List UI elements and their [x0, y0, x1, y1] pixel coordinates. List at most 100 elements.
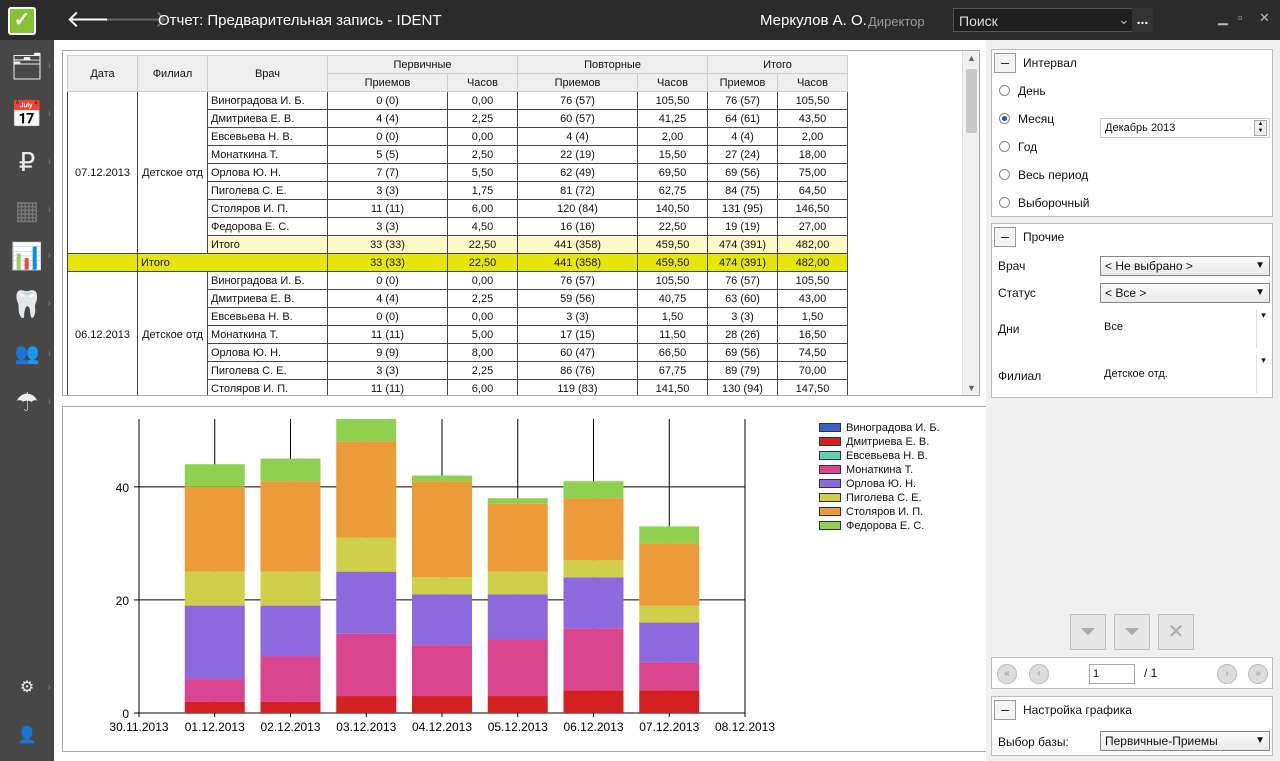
tooth-icon[interactable]: 🦷 › — [10, 289, 51, 319]
scroll-thumb[interactable] — [966, 69, 977, 133]
settings-icon[interactable]: ⚙ › — [19, 679, 51, 696]
x-tick-label: 08.12.2013 — [715, 720, 775, 734]
table-row[interactable]: 07.12.2013 Детское отд Виноградова И. Б. 0 … — [67, 91, 848, 254]
search-more-button[interactable]: ... — [1132, 8, 1153, 32]
header-repeat[interactable]: Повторные — [517, 55, 708, 74]
first-page-icon[interactable]: « — [997, 664, 1017, 684]
interval-panel: – Интервал День Месяц Декабрь 2013 ▲ ▼ Год… — [991, 49, 1273, 217]
back-arrow-icon[interactable]: 🡐 — [66, 6, 131, 33]
bar-segment — [487, 571, 548, 595]
cell-branch: Детское отд — [137, 91, 208, 254]
x-tick-label: 02.12.2013 — [260, 720, 320, 734]
bar-segment — [260, 458, 321, 482]
user-name[interactable]: Меркулов А. О. — [760, 12, 867, 29]
calendar-icon[interactable]: 📅 › — [10, 99, 51, 129]
close-icon[interactable]: ✕ — [1259, 10, 1270, 25]
collapse-button[interactable]: – — [994, 53, 1016, 73]
header-branch[interactable]: Филиал — [137, 55, 208, 92]
radio-icon[interactable] — [999, 85, 1010, 96]
bar-segment — [563, 577, 624, 629]
doctor-label: Врач — [998, 259, 1026, 273]
table-row[interactable]: 06.12.2013 Детское отд Виноградова И. Б. 0 … — [67, 271, 848, 395]
branch-value[interactable]: Детское отд. — [1104, 368, 1168, 380]
app-logo-icon[interactable]: ✓ — [8, 7, 36, 35]
radio-selected-icon[interactable] — [999, 113, 1010, 124]
table-row[interactable]: Монаткина Т. 11 (11) 5,00 17 (15) 11,50 28 (2… — [68, 325, 848, 344]
cashbox-icon[interactable]: ▦ › — [14, 195, 51, 225]
cell-value: 4 (4) — [517, 127, 638, 146]
header-total[interactable]: Итого — [707, 55, 848, 74]
header-date[interactable]: Дата — [67, 55, 138, 92]
days-value[interactable]: Все — [1104, 321, 1123, 333]
page-input[interactable]: 1 — [1089, 664, 1135, 684]
doctor-select[interactable]: < Не выбрано > ▼ — [1100, 256, 1270, 276]
table-row[interactable]: Евсевьева Н. В. 0 (0) 0,00 3 (3) 1,50 3 (3) 1,… — [68, 307, 848, 326]
spinner-icon[interactable]: ▲ ▼ — [1254, 120, 1267, 136]
cell-value: 5,50 — [447, 163, 518, 182]
next-page-icon[interactable]: › — [1217, 664, 1237, 684]
status-label: Статус — [998, 286, 1036, 300]
base-select[interactable]: Первичные-Приемы ▼ — [1100, 731, 1270, 751]
collapse-button[interactable]: – — [994, 700, 1016, 720]
scroll-up-icon[interactable]: ▲ — [967, 53, 976, 63]
vertical-scrollbar[interactable]: ▲ ▼ — [962, 51, 979, 395]
table-row[interactable]: Евсевьева Н. В. 0 (0) 0,00 4 (4) 2,00 4 (4) 2,… — [68, 127, 848, 146]
radio-icon[interactable] — [999, 197, 1010, 208]
legend-item: Орлова Ю. Н. — [819, 477, 940, 491]
cell-doctor: Дмитриева Е. В. — [207, 109, 328, 128]
search-input[interactable]: Поиск — [959, 13, 998, 29]
header-visits[interactable]: Приемов — [707, 73, 778, 92]
staff-icon[interactable]: 👥 › — [14, 343, 51, 365]
radio-day[interactable]: День — [999, 84, 1046, 98]
y-tick-label: 0 — [122, 707, 129, 721]
table-row[interactable]: Столяров И. П. 11 (11) 6,00 120 (84) 140,50 1… — [68, 199, 848, 218]
bar-segment — [487, 594, 548, 640]
scroll-down-icon[interactable]: ▼ — [967, 383, 976, 393]
report-grid[interactable]: Дата Филиал Врач Первичные Повторные Ито… — [62, 50, 980, 396]
subtotal-row[interactable]: Итого 33 (33) 22,50 441 (358) 459,50 474 (391… — [68, 235, 848, 254]
radio-month[interactable]: Месяц — [999, 112, 1054, 126]
apply-filter-icon[interactable]: ⏷ — [1070, 614, 1106, 650]
total-row[interactable]: Итого 33 (33) 22,50 441 (358) 459,50 474 (391… — [67, 253, 848, 272]
bar-segment — [260, 571, 321, 606]
chevron-down-icon: ▼ — [1255, 287, 1265, 298]
header-hours[interactable]: Часов — [777, 73, 848, 92]
prev-page-icon[interactable]: ‹ — [1029, 664, 1049, 684]
header-hours[interactable]: Часов — [447, 73, 518, 92]
forward-arrow-icon[interactable]: 🡒 — [104, 6, 169, 33]
reset-icon[interactable]: ✕ — [1158, 614, 1194, 650]
radio-icon[interactable] — [999, 141, 1010, 152]
insurance-icon[interactable]: ☂ › — [15, 387, 51, 417]
radio-year[interactable]: Год — [999, 140, 1037, 154]
radio-all-period[interactable]: Весь период — [999, 168, 1088, 182]
cell-value: 18,00 — [777, 145, 848, 164]
collapse-button[interactable]: – — [994, 227, 1016, 247]
header-doctor[interactable]: Врач — [207, 55, 328, 92]
contacts-icon[interactable]: 🗂 › — [10, 51, 51, 81]
header-visits[interactable]: Приемов — [327, 73, 448, 92]
month-picker[interactable]: Декабрь 2013 ▲ ▼ — [1100, 118, 1270, 138]
header-hours[interactable]: Часов — [637, 73, 708, 92]
minimize-icon[interactable]: ▁ — [1218, 10, 1228, 25]
table-row[interactable]: Пиголева С. Е. 3 (3) 2,25 86 (76) 67,75 89 (7… — [68, 361, 848, 380]
cell-value: 69 (56) — [707, 343, 778, 362]
header-visits[interactable]: Приемов — [517, 73, 638, 92]
chevron-down-icon[interactable]: ⌄ — [1118, 11, 1130, 27]
days-dropdown-icon[interactable]: ▾ — [1256, 310, 1270, 348]
table-row[interactable]: Столяров И. П. 11 (11) 6,00 119 (83) 141,50 1… — [68, 379, 848, 395]
user-icon[interactable]: 👤 — [17, 727, 37, 744]
finance-icon[interactable]: ₽ › — [18, 147, 51, 177]
subtotal-value: 474 (391) — [707, 235, 778, 254]
branch-dropdown-icon[interactable]: ▾ — [1256, 355, 1270, 393]
search-box[interactable]: Поиск ⌄ ... — [953, 8, 1153, 32]
status-select[interactable]: < Все > ▼ — [1100, 283, 1270, 303]
reports-icon[interactable]: 📊 › — [10, 241, 51, 271]
header-primary[interactable]: Первичные — [327, 55, 518, 74]
radio-icon[interactable] — [999, 169, 1010, 180]
table-row[interactable]: Дмитриева Е. В. 4 (4) 2,25 60 (57) 41,25 64 (… — [68, 109, 848, 128]
clear-filter-icon[interactable]: ⏷ — [1114, 614, 1150, 650]
radio-custom[interactable]: Выборочный — [999, 196, 1089, 210]
maximize-icon[interactable]: ▫ — [1238, 10, 1243, 25]
stacked-bar-chart: 0 20 40 30.11.2013 01.12.2013 02.12.2013 03.12… — [109, 419, 775, 734]
last-page-icon[interactable]: » — [1248, 664, 1268, 684]
